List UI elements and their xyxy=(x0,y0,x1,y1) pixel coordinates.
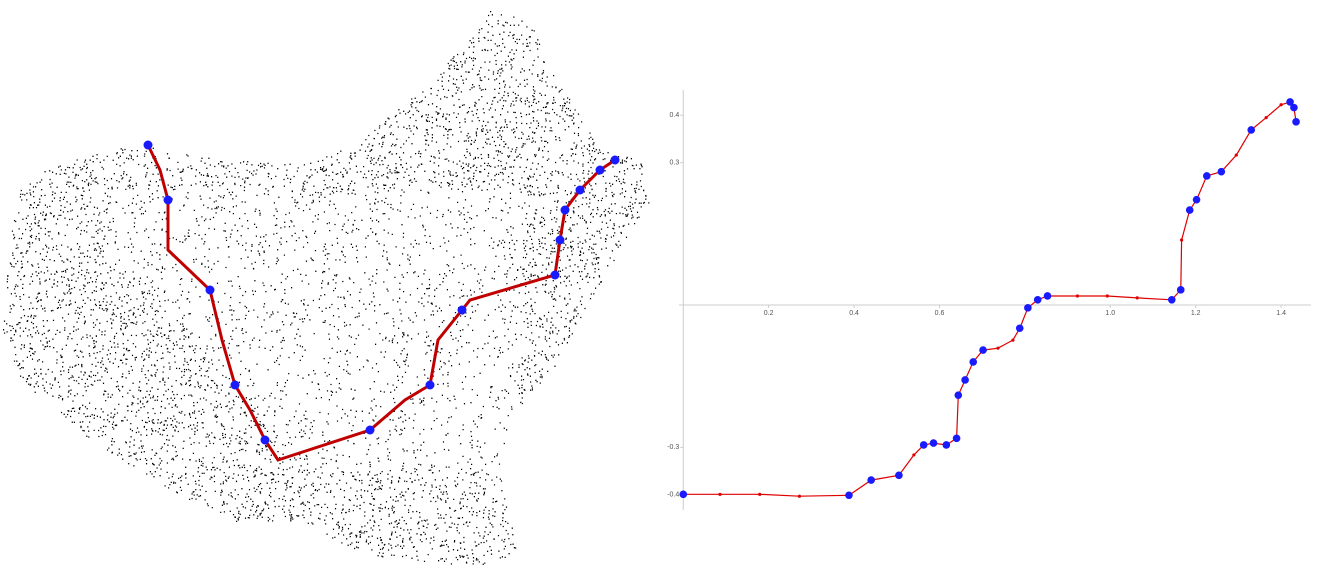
scatter-point xyxy=(1292,118,1300,126)
scatter-point xyxy=(1186,206,1194,214)
scatter-point xyxy=(943,441,951,449)
scatter-point xyxy=(1290,104,1298,112)
line-point xyxy=(1235,153,1238,156)
scatter-point xyxy=(845,491,853,499)
route-point xyxy=(611,156,620,165)
route-point xyxy=(551,271,560,280)
route-point xyxy=(231,381,240,390)
y-tick-label: -0.3 xyxy=(667,444,679,451)
scatter-point xyxy=(1203,172,1211,180)
x-tick-label: 0.4 xyxy=(849,310,859,317)
line-point xyxy=(1106,294,1109,297)
x-tick-label: 1.4 xyxy=(1276,310,1286,317)
route-point xyxy=(206,286,215,295)
route-point xyxy=(561,206,570,215)
figure: 0.2 0.4 0.6 1.0 1.2 1.4 0.4 0.3 -0.3 -0.4 xyxy=(0,0,1329,568)
scatter-point xyxy=(930,439,938,447)
scatter-point xyxy=(961,376,969,384)
route-point xyxy=(426,381,435,390)
scatter-point xyxy=(867,476,875,484)
line-point xyxy=(758,493,761,496)
line-point xyxy=(1136,296,1139,299)
route-point xyxy=(366,426,375,435)
line-point xyxy=(1076,294,1079,297)
scatter-point xyxy=(979,346,987,354)
scatter-point xyxy=(953,435,961,443)
line-point xyxy=(996,347,999,350)
y-tick-label: 0.4 xyxy=(670,112,680,119)
scatter-point xyxy=(969,358,977,366)
scatter-point xyxy=(1168,296,1176,304)
series-line xyxy=(683,102,1296,496)
route-point xyxy=(556,236,565,245)
cloud-points xyxy=(3,12,649,565)
scatter-point xyxy=(679,491,687,499)
y-tick-label: -0.4 xyxy=(667,492,679,499)
scatter-point xyxy=(895,472,903,480)
x-tick-label: 1.0 xyxy=(1105,310,1115,317)
scatter-point xyxy=(1218,168,1226,176)
route-point xyxy=(596,166,605,175)
line-point xyxy=(1011,339,1014,342)
x-tick-label: 1.2 xyxy=(1191,310,1201,317)
line-point xyxy=(1280,103,1283,106)
page: {"chart_data": {"type": "line", "xlim": … xyxy=(0,0,1329,568)
scatter-point xyxy=(1044,292,1052,300)
chart: 0.2 0.4 0.6 1.0 1.2 1.4 0.4 0.3 -0.3 -0.4 xyxy=(667,90,1311,510)
route-point xyxy=(458,306,467,315)
route-point xyxy=(144,141,153,150)
point-cloud xyxy=(3,12,649,565)
scatter-point xyxy=(954,391,962,399)
line-point xyxy=(718,493,721,496)
scatter-point xyxy=(1193,196,1201,204)
scatter-point xyxy=(1024,304,1032,312)
route-point xyxy=(164,196,173,205)
scatter-point xyxy=(1034,296,1042,304)
y-tick-label: 0.3 xyxy=(670,160,680,167)
scatter-point xyxy=(1247,126,1255,134)
x-tick-label: 0.6 xyxy=(935,310,945,317)
scatter-point xyxy=(1177,286,1185,294)
scatter-point xyxy=(1016,324,1024,332)
route-point xyxy=(576,186,585,195)
line-point xyxy=(798,495,801,498)
scatter-point xyxy=(920,441,928,449)
line-point xyxy=(1265,116,1268,119)
route-point xyxy=(261,436,270,445)
line-point xyxy=(912,453,915,456)
line-point xyxy=(1180,238,1183,241)
x-tick-label: 0.2 xyxy=(764,310,774,317)
